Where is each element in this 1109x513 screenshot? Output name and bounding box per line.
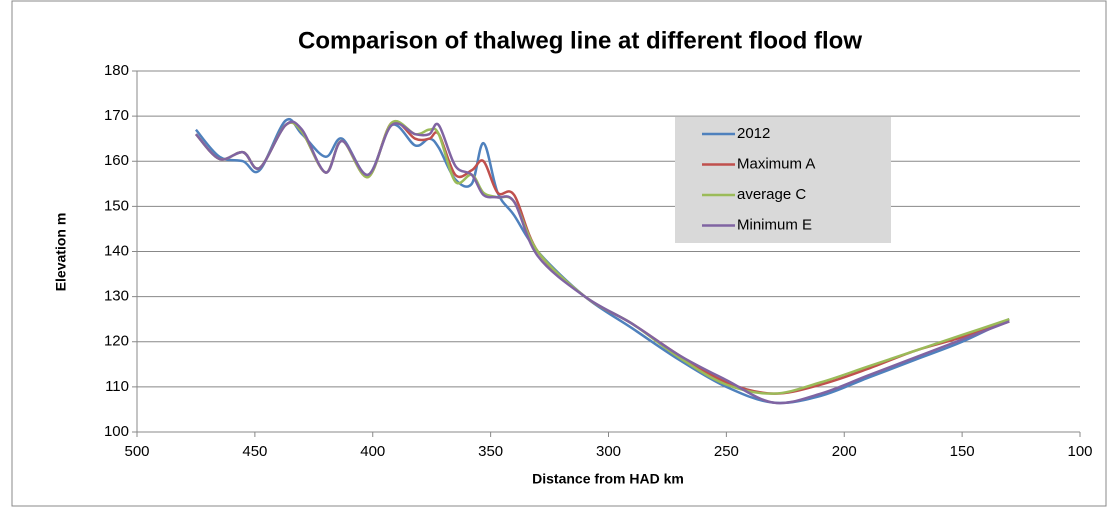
x-axis-label: Distance from HAD km (532, 471, 684, 487)
y-tick-label: 150 (104, 197, 129, 214)
legend-label: Minimum E (737, 216, 812, 233)
series-line (194, 120, 1010, 405)
y-tick-label: 100 (104, 423, 129, 440)
chart-frame (11, 0, 1107, 507)
x-tick-label: 450 (242, 443, 267, 460)
y-tick-label: 180 (104, 62, 129, 79)
legend-box (675, 117, 891, 243)
x-tick-label: 250 (714, 443, 739, 460)
y-tick-label: 110 (105, 378, 129, 395)
legend-label: 2012 (737, 125, 770, 142)
y-tick-label: 130 (104, 288, 129, 305)
legend-label: average C (737, 186, 806, 203)
y-tick-label: 120 (104, 333, 129, 350)
chart-title: Comparison of thalweg line at different … (298, 27, 862, 54)
x-tick-label: 350 (478, 443, 503, 460)
x-tick-label: 200 (832, 443, 857, 460)
x-tick-label: 150 (950, 443, 975, 460)
legend-label: Maximum A (737, 155, 815, 172)
x-tick-label: 500 (124, 443, 149, 460)
y-tick-label: 140 (104, 242, 129, 259)
x-tick-label: 300 (596, 443, 621, 460)
y-tick-label: 170 (104, 107, 129, 124)
y-tick-label: 160 (104, 152, 129, 169)
x-tick-label: 100 (1067, 443, 1092, 460)
y-axis-label: Elevation m (53, 213, 69, 292)
x-tick-label: 400 (360, 443, 385, 460)
